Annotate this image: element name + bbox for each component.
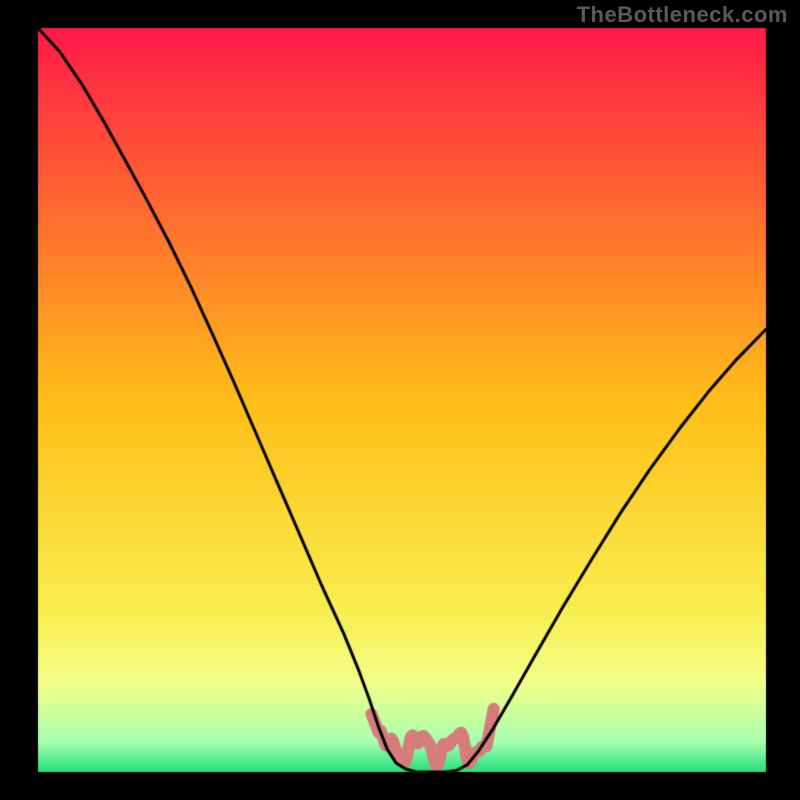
chart-stage: TheBottleneck.com (0, 0, 800, 800)
bottleneck-curve (0, 0, 800, 800)
watermark-label: TheBottleneck.com (577, 2, 788, 28)
